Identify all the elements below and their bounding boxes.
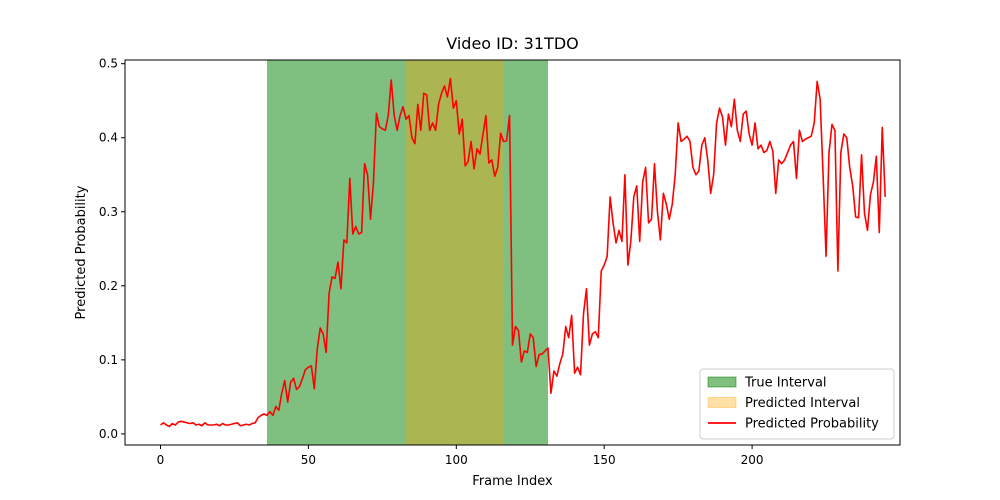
x-tick-label: 200 — [741, 453, 764, 467]
y-tick-label: 0.2 — [99, 279, 118, 293]
legend-box — [699, 368, 895, 440]
legend-label-2: Predicted Probability — [745, 417, 879, 432]
y-tick-label: 0.1 — [99, 353, 118, 367]
series-line-0 — [160, 77, 887, 428]
x-tick-label: 0 — [157, 453, 165, 467]
y-axis-label: Predicted Probability — [74, 185, 89, 319]
x-axis-label: Frame Index — [472, 474, 553, 489]
y-tick-label: 0.3 — [99, 205, 118, 219]
y-tick-label: 0.4 — [99, 131, 118, 145]
interval-band-1 — [406, 60, 504, 445]
axes-frame — [124, 59, 901, 446]
y-tick-label: 0.0 — [99, 427, 118, 441]
legend: True Interval Predicted Interval Predicted… — [699, 368, 895, 440]
series-layer — [160, 77, 887, 428]
y-axis-ticks: 0.0 0.1 0.2 0.3 0.4 0.5 — [99, 57, 125, 441]
x-tick-label: 150 — [593, 453, 616, 467]
x-tick-label: 50 — [301, 453, 316, 467]
legend-label-0: True Interval — [744, 376, 827, 391]
y-tick-label: 0.5 — [99, 57, 118, 71]
legend-swatch-1 — [707, 397, 737, 408]
x-tick-label: 100 — [445, 453, 468, 467]
legend-swatch-0 — [707, 376, 737, 388]
x-axis-ticks: 0 50 100 150 200 — [157, 445, 764, 467]
chart-title: Video ID: 31TDO — [446, 34, 578, 53]
legend-label-1: Predicted Interval — [745, 396, 860, 411]
